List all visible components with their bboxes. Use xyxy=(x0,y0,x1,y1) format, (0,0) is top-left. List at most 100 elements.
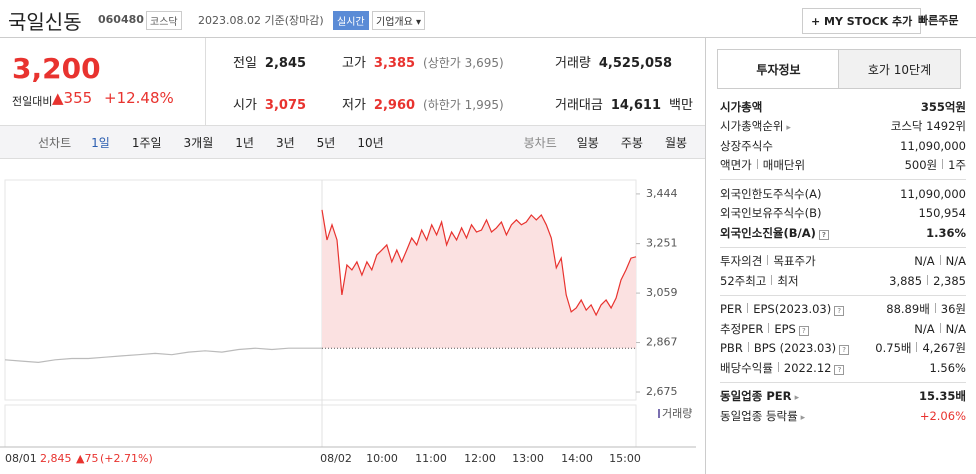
line-label: 선차트 xyxy=(38,135,72,150)
label-text: 외국인한도주식수(A) xyxy=(720,186,822,201)
realtime[interactable]: 실시간 xyxy=(333,11,369,30)
period-tab[interactable]: 1년 xyxy=(235,135,254,150)
summary-label: 거래대금 xyxy=(555,98,603,113)
info-tab[interactable]: 투자정보 xyxy=(717,49,840,89)
label-text: 동일업종 PER xyxy=(720,389,792,404)
x-tick-label: 12:00 xyxy=(464,452,496,465)
help-icon: ? xyxy=(798,325,809,336)
period-tab[interactable]: 1주일 xyxy=(131,135,162,150)
info-row: 52주최고 최저 3,885 2,385 xyxy=(720,271,966,291)
rate: +12.48% xyxy=(104,89,174,107)
label-text: 배당수익률 xyxy=(720,360,773,375)
period-tab[interactable]: 3개월 xyxy=(183,135,214,150)
candle-tab[interactable]: 주봉 xyxy=(620,135,643,150)
period-tab[interactable]: 3년 xyxy=(275,135,295,150)
label-text: 2022.12 xyxy=(783,360,832,375)
info-label: 시가총액순위 ▸ xyxy=(720,118,791,134)
y-tick-label: 2,675 xyxy=(646,385,678,398)
info-row: 동일업종 PER ▸ 15.35배 xyxy=(720,387,966,407)
x-tick-label: 14:00 xyxy=(561,452,593,465)
info-row: 시가총액 355억원 xyxy=(720,97,966,117)
info-label: PBR BPS (2023.03)? xyxy=(720,341,850,356)
info-value: 11,090,000 xyxy=(900,139,966,153)
value-text: 11,090,000 xyxy=(900,138,966,153)
mystock-button[interactable]: + MY STOCK 추가 xyxy=(802,8,922,34)
summary-cell: 전일 2,845 xyxy=(233,52,306,71)
separator xyxy=(934,303,936,314)
separator xyxy=(756,159,758,170)
arrow: ▸ xyxy=(797,412,806,423)
info-value: N/A N/A xyxy=(914,254,966,268)
info-section: 투자의견 목표주가 N/A N/A 52주최고 최저 3,885 2,385 xyxy=(720,248,966,296)
summary-value: 14,611 xyxy=(610,98,662,113)
info-label: 동일업종 등락률 ▸ xyxy=(720,408,805,424)
company-text: 기업개요 xyxy=(376,17,413,28)
x-tick-label: 10:00 xyxy=(366,452,398,465)
separator xyxy=(916,342,918,353)
prev-day-rate: (+2.71%) xyxy=(100,452,153,465)
x-tick-label: 08/02 xyxy=(320,452,352,465)
value-text: 0.75배 xyxy=(875,341,912,356)
quick-order[interactable]: 빠른주문 xyxy=(918,14,959,27)
info-row: 추정PER EPS? N/A N/A xyxy=(720,319,966,339)
label-text: EPS xyxy=(774,321,796,336)
candle-tab[interactable]: 월봉 xyxy=(664,135,688,150)
summary-cell: 거래량 4,525,058 xyxy=(555,52,672,71)
prev-day-close: 2,845 xyxy=(40,452,72,465)
title: 국일신동 xyxy=(8,10,82,34)
help-icon: ? xyxy=(818,229,829,240)
info-value: 355억원 xyxy=(921,99,966,115)
price-box: 3,200 전일대비 ▲355 +12.48% xyxy=(0,38,206,125)
info-value: 코스닥 1492위 xyxy=(891,118,966,134)
arrow: ▸ xyxy=(791,393,800,404)
label-text: EPS(2023.03) xyxy=(753,302,832,317)
candle-label: 봉차트 xyxy=(523,135,557,150)
company-info[interactable]: 기업개요 ▾ xyxy=(372,11,426,30)
y-tick-label: 2,867 xyxy=(646,336,678,349)
label-text: PER xyxy=(720,302,743,317)
volume-frame xyxy=(4,404,637,448)
x-tick-label: 15:00 xyxy=(609,452,641,465)
candle-tabs: 일봉 주봉 월봉 xyxy=(567,134,687,151)
info-section: 외국인한도주식수(A) 11,090,000 외국인보유주식수(B) 150,954 외… xyxy=(720,180,966,248)
x-tick-label: 13:00 xyxy=(512,452,544,465)
info-row: 액면가 매매단위 500원 1주 xyxy=(720,156,966,176)
summary-label: 고가 xyxy=(342,56,366,71)
header: 국일신동 060480 코스닥 2023.08.02 기준(장마감) 실시간 기… xyxy=(0,0,976,38)
summary-value: 2,960 xyxy=(373,98,416,113)
info-tab[interactable]: 호가 10단계 xyxy=(838,49,961,89)
summary-value: 2,845 xyxy=(264,56,307,71)
value-text: N/A xyxy=(945,321,966,336)
label-text: 투자의견 xyxy=(720,254,763,269)
arrow: ▸ xyxy=(783,123,791,134)
current-price: 3,200 xyxy=(12,52,101,85)
period-tab[interactable]: 5년 xyxy=(316,135,336,150)
info-row: 외국인소진율(B/A)? 1.36% xyxy=(720,223,966,243)
value-text: 88.89배 xyxy=(886,302,930,317)
help-icon: ? xyxy=(839,345,850,356)
value-text: N/A xyxy=(914,254,935,269)
chart-tabs: 선차트 1일 1주일 3개월 1년 3년 5년 10년 봉차트 일봉 주봉 월봉 xyxy=(0,125,705,159)
value-text: 코스닥 1492위 xyxy=(890,119,966,134)
label-text: 액면가 xyxy=(720,158,752,173)
info-label: 투자의견 목표주가 xyxy=(720,253,816,269)
info-value: N/A N/A xyxy=(914,322,966,336)
label-text: 외국인소진율(B/A) xyxy=(720,225,816,240)
summary-cell: 시가 3,075 xyxy=(233,94,306,113)
info-row: PER EPS(2023.03)? 88.89배 36원 xyxy=(720,300,966,320)
label-text: 목표주가 xyxy=(773,254,816,269)
summary-value: 4,525,058 xyxy=(598,56,673,71)
label-text: 시가총액 xyxy=(720,99,763,114)
separator xyxy=(942,159,944,170)
label-text: PBR xyxy=(720,341,743,356)
candle-tab[interactable]: 일봉 xyxy=(576,135,599,150)
info-label: 추정PER EPS? xyxy=(720,321,809,337)
info-row: 동일업종 등락률 ▸ +2.06% xyxy=(720,406,966,426)
period-tab[interactable]: 10년 xyxy=(357,135,384,150)
summary-label: 저가 xyxy=(342,98,366,113)
summary-label: 시가 xyxy=(233,98,257,113)
summary-label: 거래량 xyxy=(555,56,591,71)
label-text: 최저 xyxy=(777,273,799,288)
period-tab[interactable]: 1일 xyxy=(91,135,110,150)
prev-day-change: ▲75 xyxy=(76,452,98,465)
